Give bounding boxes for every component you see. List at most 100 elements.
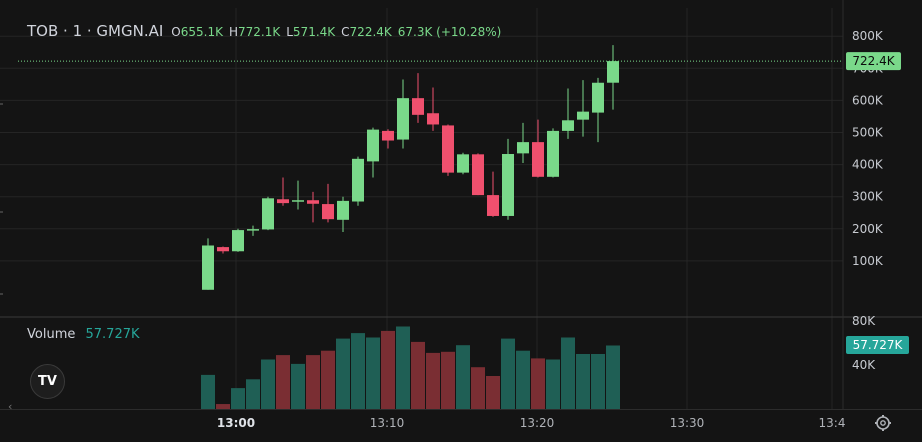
candle: [457, 152, 469, 175]
ohlc-legend: TOB · 1 · GMGN.AI O 655.1K H 772.1K L 571.4…: [27, 22, 507, 40]
volume-bar: [546, 359, 560, 409]
time-tick-label: 13:20: [520, 416, 555, 430]
price-tick-label: 600K: [852, 93, 884, 107]
candle: [412, 73, 424, 123]
high-value: 772.1K: [238, 25, 281, 39]
candle-body: [247, 229, 259, 231]
candles: [202, 45, 619, 290]
volume-bar: [336, 338, 350, 409]
close-label: C: [341, 25, 350, 39]
candle-body: [607, 61, 619, 83]
volume-value: 57.727K: [85, 327, 140, 342]
candle-body: [472, 154, 484, 196]
high-label: H: [228, 25, 238, 39]
candle-body: [202, 245, 214, 290]
candle: [292, 180, 304, 210]
candle: [532, 119, 544, 178]
candle-body: [397, 98, 409, 140]
volume-bar: [591, 354, 605, 409]
candle-body: [532, 142, 544, 177]
volume-bar: [411, 341, 425, 409]
candle-body: [322, 204, 334, 220]
candle: [607, 45, 619, 110]
candle: [232, 228, 244, 252]
price-tick-label: 400K: [852, 158, 884, 172]
open-label: O: [171, 25, 181, 39]
candle: [427, 87, 439, 131]
chevron-left-icon[interactable]: ‹: [8, 400, 13, 413]
volume-bar: [456, 345, 470, 409]
volume-legend: Volume 57.727K: [27, 327, 140, 342]
low-value: 571.4K: [292, 25, 336, 39]
price-tick-label: 200K: [852, 222, 884, 236]
candle-body: [232, 230, 244, 252]
candle-body: [307, 200, 319, 204]
candle-body: [427, 113, 439, 125]
volume-bar: [516, 350, 530, 409]
candle: [577, 80, 589, 137]
volume-tick-label: 40K: [852, 358, 876, 372]
volume-axis: 40K 80K: [852, 314, 876, 372]
candle: [217, 246, 229, 254]
candle: [517, 122, 529, 163]
candle: [262, 196, 274, 231]
volume-bar: [471, 367, 485, 409]
volume-bar: [261, 359, 275, 409]
candle: [502, 138, 514, 220]
volume-bars: [201, 326, 620, 409]
price-tick-label: 800K: [852, 29, 884, 43]
candle-body: [442, 125, 454, 173]
candle: [352, 156, 364, 206]
candle: [277, 177, 289, 206]
candle-body: [292, 200, 304, 202]
tradingview-logo-icon[interactable]: TV: [30, 364, 65, 399]
volume-bar: [441, 351, 455, 409]
candle-body: [367, 129, 379, 162]
candle: [562, 88, 574, 139]
candle-body: [592, 82, 604, 113]
volume-tick-label: 80K: [852, 314, 876, 328]
volume-bar: [306, 355, 320, 409]
price-tick-label: 300K: [852, 190, 884, 204]
last-price-label: 722.4K: [852, 54, 895, 68]
volume-bar: [231, 388, 245, 409]
candle-body: [412, 98, 424, 115]
volume-bar: [606, 345, 620, 409]
candle: [247, 225, 259, 236]
price-tick-label: 500K: [852, 126, 884, 140]
volume-bar: [291, 363, 305, 409]
volume-bar: [426, 352, 440, 409]
candle-body: [262, 198, 274, 230]
candle: [472, 153, 484, 196]
volume-bar: [501, 338, 515, 409]
open-value: 655.1K: [180, 25, 223, 39]
time-tick-label: 13:00: [217, 416, 255, 430]
low-label: L: [286, 25, 293, 39]
volume-bar: [351, 333, 365, 409]
gear-icon[interactable]: [874, 414, 892, 432]
candle-body: [277, 199, 289, 204]
volume-bar: [396, 326, 410, 409]
time-axis: 13:00 13:10 13:20 13:30 13:4: [217, 416, 846, 430]
candle-body: [337, 200, 349, 220]
volume-bar: [366, 337, 380, 409]
volume-bar: [321, 350, 335, 409]
volume-bar: [201, 374, 215, 409]
candle: [307, 191, 319, 223]
symbol-title[interactable]: TOB · 1 · GMGN.AI: [27, 22, 164, 40]
candle: [322, 183, 334, 223]
candle-body: [577, 111, 589, 120]
candle-body: [217, 247, 229, 252]
candle: [337, 196, 349, 233]
candle-body: [457, 154, 469, 173]
volume-bar: [381, 330, 395, 409]
candle: [367, 127, 379, 178]
close-value: 722.4K: [349, 25, 392, 39]
candle-body: [562, 120, 574, 131]
time-tick-label: 13:30: [670, 416, 705, 430]
volume-bar: [246, 379, 260, 409]
candle-body: [487, 195, 499, 216]
candle: [382, 129, 394, 149]
last-price-tag: [846, 52, 901, 71]
